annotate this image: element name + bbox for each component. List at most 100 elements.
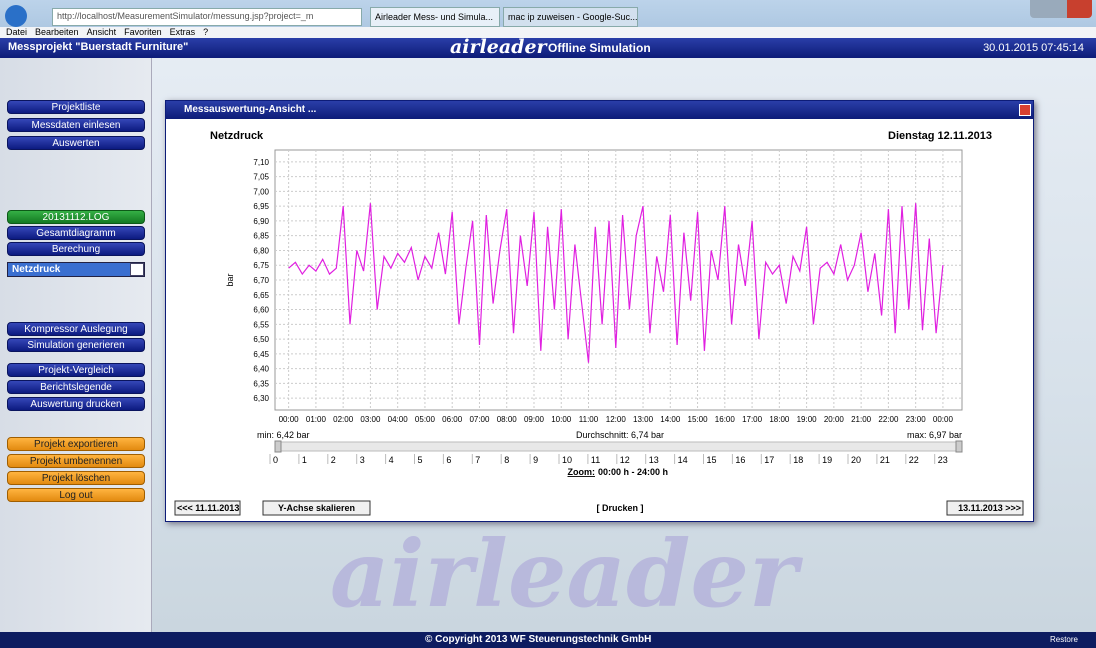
copyright: © Copyright 2013 WF Steuerungstechnik Gm… <box>425 634 652 645</box>
x-tick-label: 18:00 <box>769 415 790 424</box>
y-tick-label: 6,45 <box>253 350 269 359</box>
stat-min: min: 6,42 bar <box>257 430 310 440</box>
sidebar-button[interactable]: Projekt umbenennen <box>7 454 145 468</box>
y-tick-label: 6,85 <box>253 232 269 241</box>
x-tick-label: 21:00 <box>851 415 872 424</box>
sidebar-button[interactable]: Projekt-Vergleich <box>7 363 145 377</box>
tab[interactable]: mac ip zuweisen - Google-Suc... <box>503 7 638 27</box>
slider-label: 7 <box>475 455 480 465</box>
y-tick-label: 6,35 <box>253 379 269 388</box>
sidebar-button[interactable]: Gesamtdiagramm <box>7 226 145 240</box>
sidebar-button[interactable]: Auswertung drucken <box>7 397 145 411</box>
slider-label: 19 <box>822 455 832 465</box>
y-tick-label: 6,30 <box>253 394 269 403</box>
y-tick-label: 6,95 <box>253 202 269 211</box>
slider-track[interactable] <box>274 441 963 452</box>
brand: airleader <box>450 36 547 58</box>
sidebar-button[interactable]: Berichtslegende <box>7 380 145 394</box>
slider-label: 1 <box>302 455 307 465</box>
slider-label: 14 <box>678 455 688 465</box>
sidebar-button[interactable]: Kompressor Auslegung <box>7 322 145 336</box>
sidebar-button[interactable]: 20131112.LOG <box>7 210 145 224</box>
chart-title: Netzdruck <box>210 130 264 142</box>
chart-date: Dienstag 12.11.2013 <box>888 130 992 142</box>
y-tick-label: 6,70 <box>253 276 269 285</box>
slider-label: 23 <box>938 455 948 465</box>
app-header: Messprojekt "Buerstadt Furniture" airlea… <box>0 36 1096 58</box>
y-tick-label: 6,40 <box>253 365 269 374</box>
dialog-button-label[interactable]: 13.11.2013 >>> <box>958 503 1021 513</box>
menu-item[interactable]: Extras <box>169 27 196 37</box>
sidebar-button[interactable]: Berechung <box>7 242 145 256</box>
restore-link[interactable]: Restore <box>1049 635 1078 644</box>
back-button[interactable] <box>5 5 27 27</box>
slider-label: 20 <box>851 455 861 465</box>
menu-item[interactable]: Bearbeiten <box>35 27 79 37</box>
x-tick-label: 08:00 <box>497 415 518 424</box>
slider-label: 15 <box>707 455 717 465</box>
x-tick-label: 11:00 <box>579 415 599 424</box>
menu-item[interactable]: Datei <box>6 27 28 37</box>
address-bar[interactable]: http://localhost/MeasurementSimulator/me… <box>52 8 362 26</box>
x-tick-label: 02:00 <box>333 415 354 424</box>
print-link[interactable]: [ Drucken ] <box>596 503 643 513</box>
x-tick-label: 16:00 <box>715 415 736 424</box>
dialog-titlebar: Messauswertung-Ansicht ... <box>166 101 1033 119</box>
slider-label: 3 <box>360 455 365 465</box>
dialog-button[interactable] <box>174 500 241 516</box>
slider-label: 17 <box>764 455 774 465</box>
y-tick-label: 6,55 <box>253 320 269 329</box>
dialog-button-label[interactable]: Y-Achse skalieren <box>278 503 355 513</box>
sidebar-button[interactable]: Projekt löschen <box>7 471 145 485</box>
y-tick-label: 7,00 <box>253 187 269 196</box>
chart: Netzdruck Dienstag 12.11.2013 6,30 6,35 6,40… <box>174 130 1024 516</box>
sidebar-button[interactable]: Log out <box>7 488 145 502</box>
sidebar-button[interactable]: Projektliste <box>7 100 145 114</box>
x-tick-label: 12:00 <box>606 415 627 424</box>
slider-label: 11 <box>591 455 600 465</box>
slider-label: 13 <box>649 455 659 465</box>
slider-label: 2 <box>331 455 336 465</box>
stat-max: max: 6,97 bar <box>907 430 962 440</box>
tab[interactable]: Airleader Mess- und Simula... <box>370 7 500 27</box>
close-button[interactable] <box>1019 104 1031 116</box>
slider-label: 8 <box>504 455 509 465</box>
slider-label: 10 <box>562 455 572 465</box>
menu-item[interactable]: ? <box>203 27 209 37</box>
stat-avg: Durchschnitt: 6,74 bar <box>576 430 664 440</box>
menu-item[interactable]: Favoriten <box>124 27 162 37</box>
x-tick-label: 04:00 <box>388 415 409 424</box>
watermark: airleader <box>330 520 798 628</box>
x-tick-label: 17:00 <box>742 415 763 424</box>
select-arrow[interactable] <box>130 263 144 276</box>
x-tick-label: 19:00 <box>797 415 818 424</box>
y-tick-label: 6,50 <box>253 335 269 344</box>
x-tick-label: 05:00 <box>415 415 436 424</box>
dialog-button[interactable] <box>946 500 1024 516</box>
slider-label: 16 <box>735 455 745 465</box>
menu-item[interactable]: Ansicht <box>86 27 117 37</box>
data-line <box>288 203 944 363</box>
y-tick-label: 6,65 <box>253 291 269 300</box>
menu-bar: Datei Bearbeiten Ansicht Favoriten Extras? <box>0 27 1096 38</box>
sidebar-button[interactable]: Auswerten <box>7 136 145 150</box>
x-tick-label: 06:00 <box>442 415 463 424</box>
x-tick-label: 14:00 <box>660 415 681 424</box>
sidebar-button[interactable]: Projekt exportieren <box>7 437 145 451</box>
slider-handle[interactable] <box>955 440 963 453</box>
slider-label: 18 <box>793 455 803 465</box>
slider-handle[interactable] <box>274 440 282 453</box>
window-controls[interactable] <box>1030 0 1092 18</box>
sidebar-button[interactable]: Simulation generieren <box>7 338 145 352</box>
sidebar-button[interactable]: Messdaten einlesen <box>7 118 145 132</box>
datetime: 30.01.2015 07:45:14 <box>983 42 1084 54</box>
y-tick-label: 6,60 <box>253 306 269 315</box>
x-tick-label: 23:00 <box>906 415 927 424</box>
dialog-button[interactable] <box>262 500 371 516</box>
y-tick-label: 6,90 <box>253 217 269 226</box>
x-tick-label: 07:00 <box>469 415 490 424</box>
x-tick-label: 15:00 <box>688 415 709 424</box>
dialog-button-label[interactable]: <<< 11.11.2013 <box>177 503 239 513</box>
select[interactable]: Netzdruck <box>7 262 145 277</box>
